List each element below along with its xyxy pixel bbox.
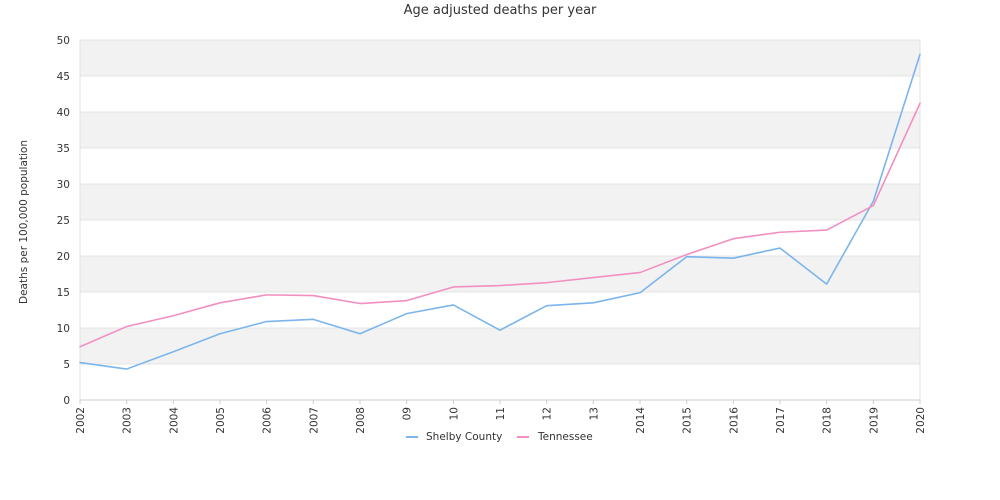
x-tick-label: 2007: [308, 407, 320, 434]
x-tick-label: 2008: [355, 407, 367, 434]
x-tick-label: 2004: [168, 407, 180, 434]
y-axis-label: Deaths per 100,000 population: [18, 140, 30, 304]
x-tick-label: 09: [402, 407, 414, 420]
series-lines: [79, 53, 921, 370]
y-tick-label: 10: [57, 323, 70, 335]
grid-bands: [80, 40, 920, 364]
legend-label: Shelby County: [426, 431, 502, 443]
x-tick-label: 2003: [122, 407, 134, 434]
y-tick-label: 20: [57, 251, 70, 263]
grid-band: [80, 40, 920, 76]
x-tick-label: 2020: [915, 407, 927, 434]
y-tick-label: 45: [57, 71, 70, 83]
legend-item[interactable]: Shelby County: [406, 431, 502, 443]
x-tick-label: 2019: [868, 407, 880, 434]
y-tick-label: 5: [63, 359, 70, 371]
grid-band: [80, 184, 920, 220]
grid-band: [80, 112, 920, 148]
x-tick-label: 12: [542, 407, 554, 420]
x-tick-labels: 2002 2003 2004 2005 2006 2007 2008 09 10 11 12 13 20…: [75, 400, 927, 434]
x-tick-label: 2017: [775, 407, 787, 434]
x-tick-label: 2015: [682, 407, 694, 434]
y-tick-labels: 0 5 10 15 20 25 30 35 40 45 50: [57, 35, 70, 407]
y-tick-label: 40: [57, 107, 70, 119]
legend: Shelby County Tennessee: [406, 431, 593, 443]
series-line-shelby-county: [79, 53, 921, 370]
y-tick-label: 50: [57, 35, 70, 47]
x-tick-label: 2014: [635, 407, 647, 434]
legend-label: Tennessee: [537, 431, 593, 443]
x-tick-label: 2002: [75, 407, 87, 434]
y-tick-label: 0: [63, 395, 70, 407]
y-tick-label: 15: [57, 287, 70, 299]
y-tick-label: 30: [57, 179, 70, 191]
legend-item[interactable]: Tennessee: [517, 431, 593, 443]
grid-band: [80, 256, 920, 292]
x-tick-label: 2005: [215, 407, 227, 434]
x-tick-label: 10: [448, 407, 460, 420]
y-tick-label: 25: [57, 215, 70, 227]
x-tick-label: 11: [495, 407, 507, 420]
series-line-tennessee: [79, 102, 921, 348]
chart-title: Age adjusted deaths per year: [403, 3, 597, 18]
x-tick-label: 2018: [822, 407, 834, 434]
x-tick-label: 2006: [262, 407, 274, 434]
x-tick-label: 2016: [728, 407, 740, 434]
y-tick-label: 35: [57, 143, 70, 155]
grid-band: [80, 328, 920, 364]
x-tick-label: 13: [588, 407, 600, 420]
